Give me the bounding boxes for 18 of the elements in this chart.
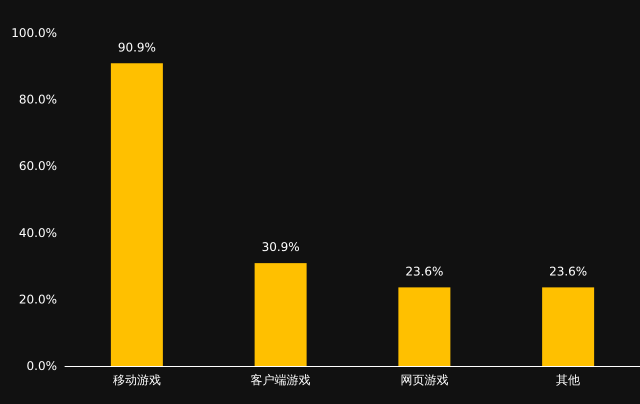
bar	[254, 263, 307, 366]
bar	[110, 63, 163, 366]
y-tick-label: 0.0%	[26, 359, 57, 373]
x-tick-label: 移动游戏	[112, 373, 161, 387]
y-tick-label: 20.0%	[18, 292, 57, 306]
data-label: 23.6%	[405, 264, 444, 278]
bar	[398, 287, 450, 366]
y-tick-label: 60.0%	[18, 159, 57, 174]
y-tick-label: 80.0%	[18, 92, 57, 107]
bar	[542, 287, 594, 366]
y-tick-label: 100.0%	[11, 26, 57, 40]
x-tick-label: 其他	[556, 373, 580, 387]
data-label: 30.9%	[262, 240, 300, 254]
data-label: 90.9%	[118, 40, 156, 54]
x-tick-label: 客户端游戏	[250, 373, 311, 387]
y-tick-label: 40.0%	[18, 226, 57, 240]
data-label: 23.6%	[549, 264, 588, 278]
x-tick-label: 网页游戏	[400, 373, 448, 387]
